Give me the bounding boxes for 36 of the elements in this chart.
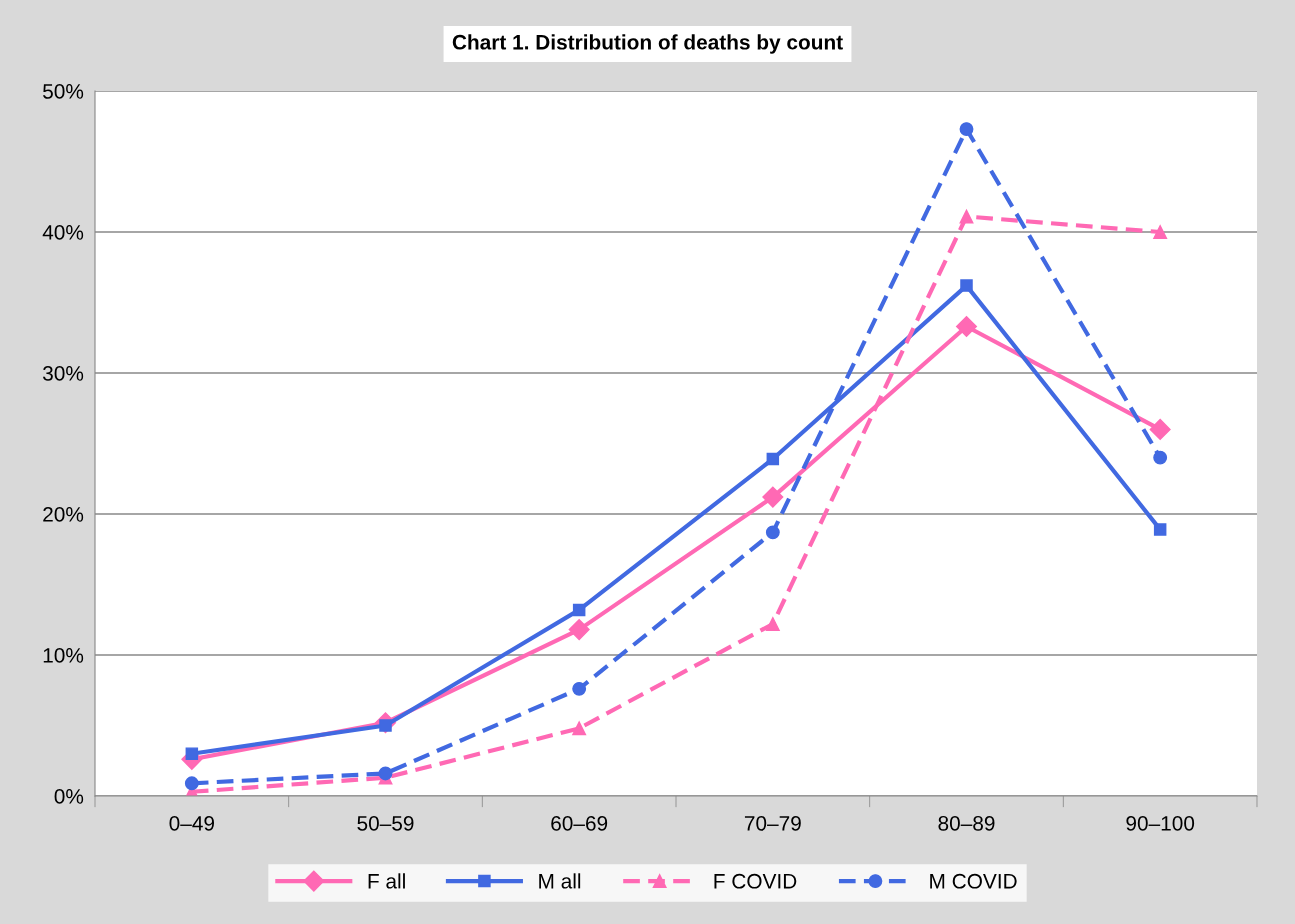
point bbox=[185, 747, 199, 760]
y-tick-label: 30% bbox=[42, 366, 84, 381]
y-tick-label: 0% bbox=[54, 789, 84, 804]
point bbox=[766, 452, 780, 466]
legend-label: M COVID bbox=[930, 873, 1017, 889]
point bbox=[572, 721, 587, 736]
point bbox=[955, 315, 978, 337]
point bbox=[762, 486, 784, 508]
point bbox=[959, 122, 974, 137]
x-tick-label: 0–49 bbox=[169, 815, 215, 831]
y-tick-label: 40% bbox=[42, 225, 84, 240]
point bbox=[765, 525, 780, 540]
point bbox=[960, 279, 973, 292]
point bbox=[959, 209, 974, 224]
x-tick-label: 70–79 bbox=[744, 815, 801, 831]
legend-label: F all bbox=[368, 873, 405, 889]
x-tick-label: 50–59 bbox=[357, 815, 414, 831]
legend-label: F COVID bbox=[714, 873, 797, 889]
point bbox=[572, 681, 587, 696]
point bbox=[568, 619, 590, 641]
x-tick-label: 60–69 bbox=[551, 815, 608, 831]
point bbox=[572, 603, 586, 617]
point bbox=[1153, 450, 1168, 465]
point bbox=[1153, 225, 1168, 239]
legend-label: M all bbox=[539, 873, 581, 889]
point bbox=[1153, 523, 1167, 536]
point bbox=[378, 766, 393, 781]
x-tick-label: 90–100 bbox=[1126, 815, 1195, 831]
x-tick-label: 80–89 bbox=[938, 815, 995, 831]
point bbox=[184, 776, 199, 791]
y-tick-label: 20% bbox=[43, 507, 84, 522]
chart-title: Chart 1. Distribution of deaths by count bbox=[452, 34, 843, 54]
y-tick-label: 50% bbox=[43, 84, 84, 99]
point bbox=[1149, 418, 1171, 440]
point bbox=[765, 617, 780, 631]
y-tick-label: 10% bbox=[43, 648, 84, 663]
